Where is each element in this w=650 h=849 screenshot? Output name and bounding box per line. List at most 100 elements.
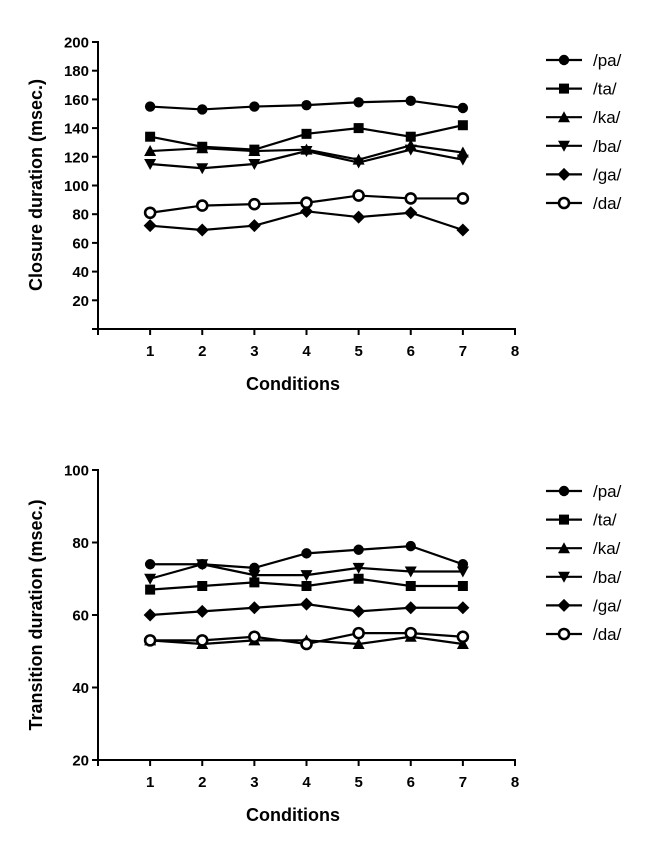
data-point bbox=[457, 120, 468, 131]
legend-marker bbox=[558, 571, 570, 583]
data-point bbox=[144, 573, 157, 585]
x-tick-label: 4 bbox=[302, 774, 311, 791]
legend-entry: /ka/ bbox=[546, 108, 621, 127]
x-tick-label: 6 bbox=[407, 774, 415, 791]
legend-marker bbox=[558, 140, 570, 152]
y-tick-label: 40 bbox=[72, 264, 89, 281]
data-point bbox=[143, 634, 157, 647]
x-tick-label: 4 bbox=[302, 343, 311, 360]
y-tick-label: 100 bbox=[64, 463, 89, 480]
legend-marker bbox=[558, 542, 570, 554]
x-tick-label: 7 bbox=[459, 343, 467, 360]
data-point bbox=[404, 192, 418, 205]
data-point bbox=[195, 199, 209, 212]
data-point bbox=[248, 158, 261, 170]
data-point bbox=[144, 145, 157, 157]
data-point bbox=[300, 196, 313, 210]
y-tick-label: 120 bbox=[64, 149, 89, 166]
data-point bbox=[247, 219, 261, 233]
data-point bbox=[404, 144, 417, 156]
legend-marker bbox=[557, 196, 571, 210]
series-ba bbox=[144, 559, 469, 585]
y-tick-label: 160 bbox=[64, 92, 89, 109]
legend-marker bbox=[558, 54, 570, 66]
series-ta bbox=[145, 573, 468, 595]
data-point bbox=[145, 131, 156, 142]
legend-marker bbox=[557, 627, 571, 641]
x-tick-label: 6 bbox=[407, 343, 415, 360]
legend-marker bbox=[559, 514, 569, 525]
data-point bbox=[352, 157, 365, 169]
data-point bbox=[457, 581, 468, 591]
data-point bbox=[145, 584, 156, 595]
data-point bbox=[143, 219, 157, 233]
data-point bbox=[248, 197, 261, 211]
data-point bbox=[300, 597, 313, 611]
data-point bbox=[195, 604, 209, 618]
data-point bbox=[301, 581, 312, 591]
legend-entry: /ta/ bbox=[546, 80, 617, 99]
series-da bbox=[143, 626, 470, 651]
data-point bbox=[248, 630, 261, 644]
series-ga bbox=[143, 597, 470, 622]
x-tick-label: 8 bbox=[511, 343, 519, 360]
data-point bbox=[196, 142, 209, 154]
y-tick-label: 20 bbox=[72, 293, 89, 310]
legend-entry: /ka/ bbox=[546, 539, 621, 558]
legend-marker bbox=[558, 485, 570, 497]
y-tick-label: 60 bbox=[72, 608, 89, 625]
legend-entry: /ta/ bbox=[546, 511, 617, 530]
data-point bbox=[144, 101, 156, 112]
data-point bbox=[456, 638, 469, 649]
y-axis-title: Closure duration (msec.) bbox=[26, 79, 46, 291]
legend-marker bbox=[558, 111, 570, 123]
x-tick-label: 2 bbox=[198, 774, 206, 791]
series-pa bbox=[144, 540, 469, 574]
closure-duration-chart: 20 40 60 80 100 120 140 160 180 200 1 2 3 4 5 6 7 8 Condit… bbox=[26, 35, 622, 395]
x-tick-label: 8 bbox=[511, 774, 519, 791]
data-point bbox=[249, 101, 260, 112]
y-tick-label: 80 bbox=[72, 207, 89, 224]
legend-label: /da/ bbox=[593, 625, 622, 644]
x-tick-label: 1 bbox=[146, 343, 154, 360]
legend-label: /ta/ bbox=[593, 80, 617, 99]
x-axis-title: Conditions bbox=[246, 805, 340, 825]
y-tick-label: 180 bbox=[64, 63, 89, 80]
data-point bbox=[404, 601, 418, 615]
data-point bbox=[456, 223, 470, 237]
data-point bbox=[301, 548, 312, 559]
x-tick-label: 3 bbox=[250, 774, 258, 791]
legend-entry: /da/ bbox=[546, 625, 622, 644]
legend-label: /ga/ bbox=[593, 596, 622, 615]
x-tick-label: 5 bbox=[354, 774, 362, 791]
data-point bbox=[404, 626, 418, 640]
legend-label: /ba/ bbox=[593, 568, 622, 587]
data-point bbox=[353, 97, 364, 108]
legend-label: /ga/ bbox=[593, 165, 622, 184]
legend-entry: /ba/ bbox=[546, 137, 622, 156]
legend-marker bbox=[557, 167, 571, 181]
data-point bbox=[456, 566, 469, 578]
legend-label: /pa/ bbox=[593, 51, 622, 70]
data-point bbox=[300, 146, 313, 158]
legend-entry: /ga/ bbox=[546, 596, 622, 615]
data-point bbox=[197, 581, 208, 591]
series-da bbox=[143, 189, 470, 220]
data-point bbox=[352, 638, 365, 649]
x-tick-label: 3 bbox=[250, 343, 258, 360]
legend-label: /ba/ bbox=[593, 137, 622, 156]
data-point bbox=[143, 206, 157, 220]
legend-marker bbox=[559, 83, 569, 94]
legend-entry: /ga/ bbox=[546, 165, 622, 184]
legend-label: /ka/ bbox=[593, 539, 621, 558]
series-pa bbox=[144, 95, 469, 115]
x-axis-title: Conditions bbox=[246, 374, 340, 394]
y-tick-label: 40 bbox=[72, 680, 89, 697]
data-point bbox=[405, 540, 416, 552]
data-point bbox=[248, 570, 261, 582]
legend-label: /ta/ bbox=[593, 511, 617, 530]
data-point bbox=[404, 566, 417, 578]
x-tick-label: 2 bbox=[198, 343, 206, 360]
x-tick-label: 1 bbox=[146, 774, 154, 791]
data-point bbox=[247, 601, 261, 615]
